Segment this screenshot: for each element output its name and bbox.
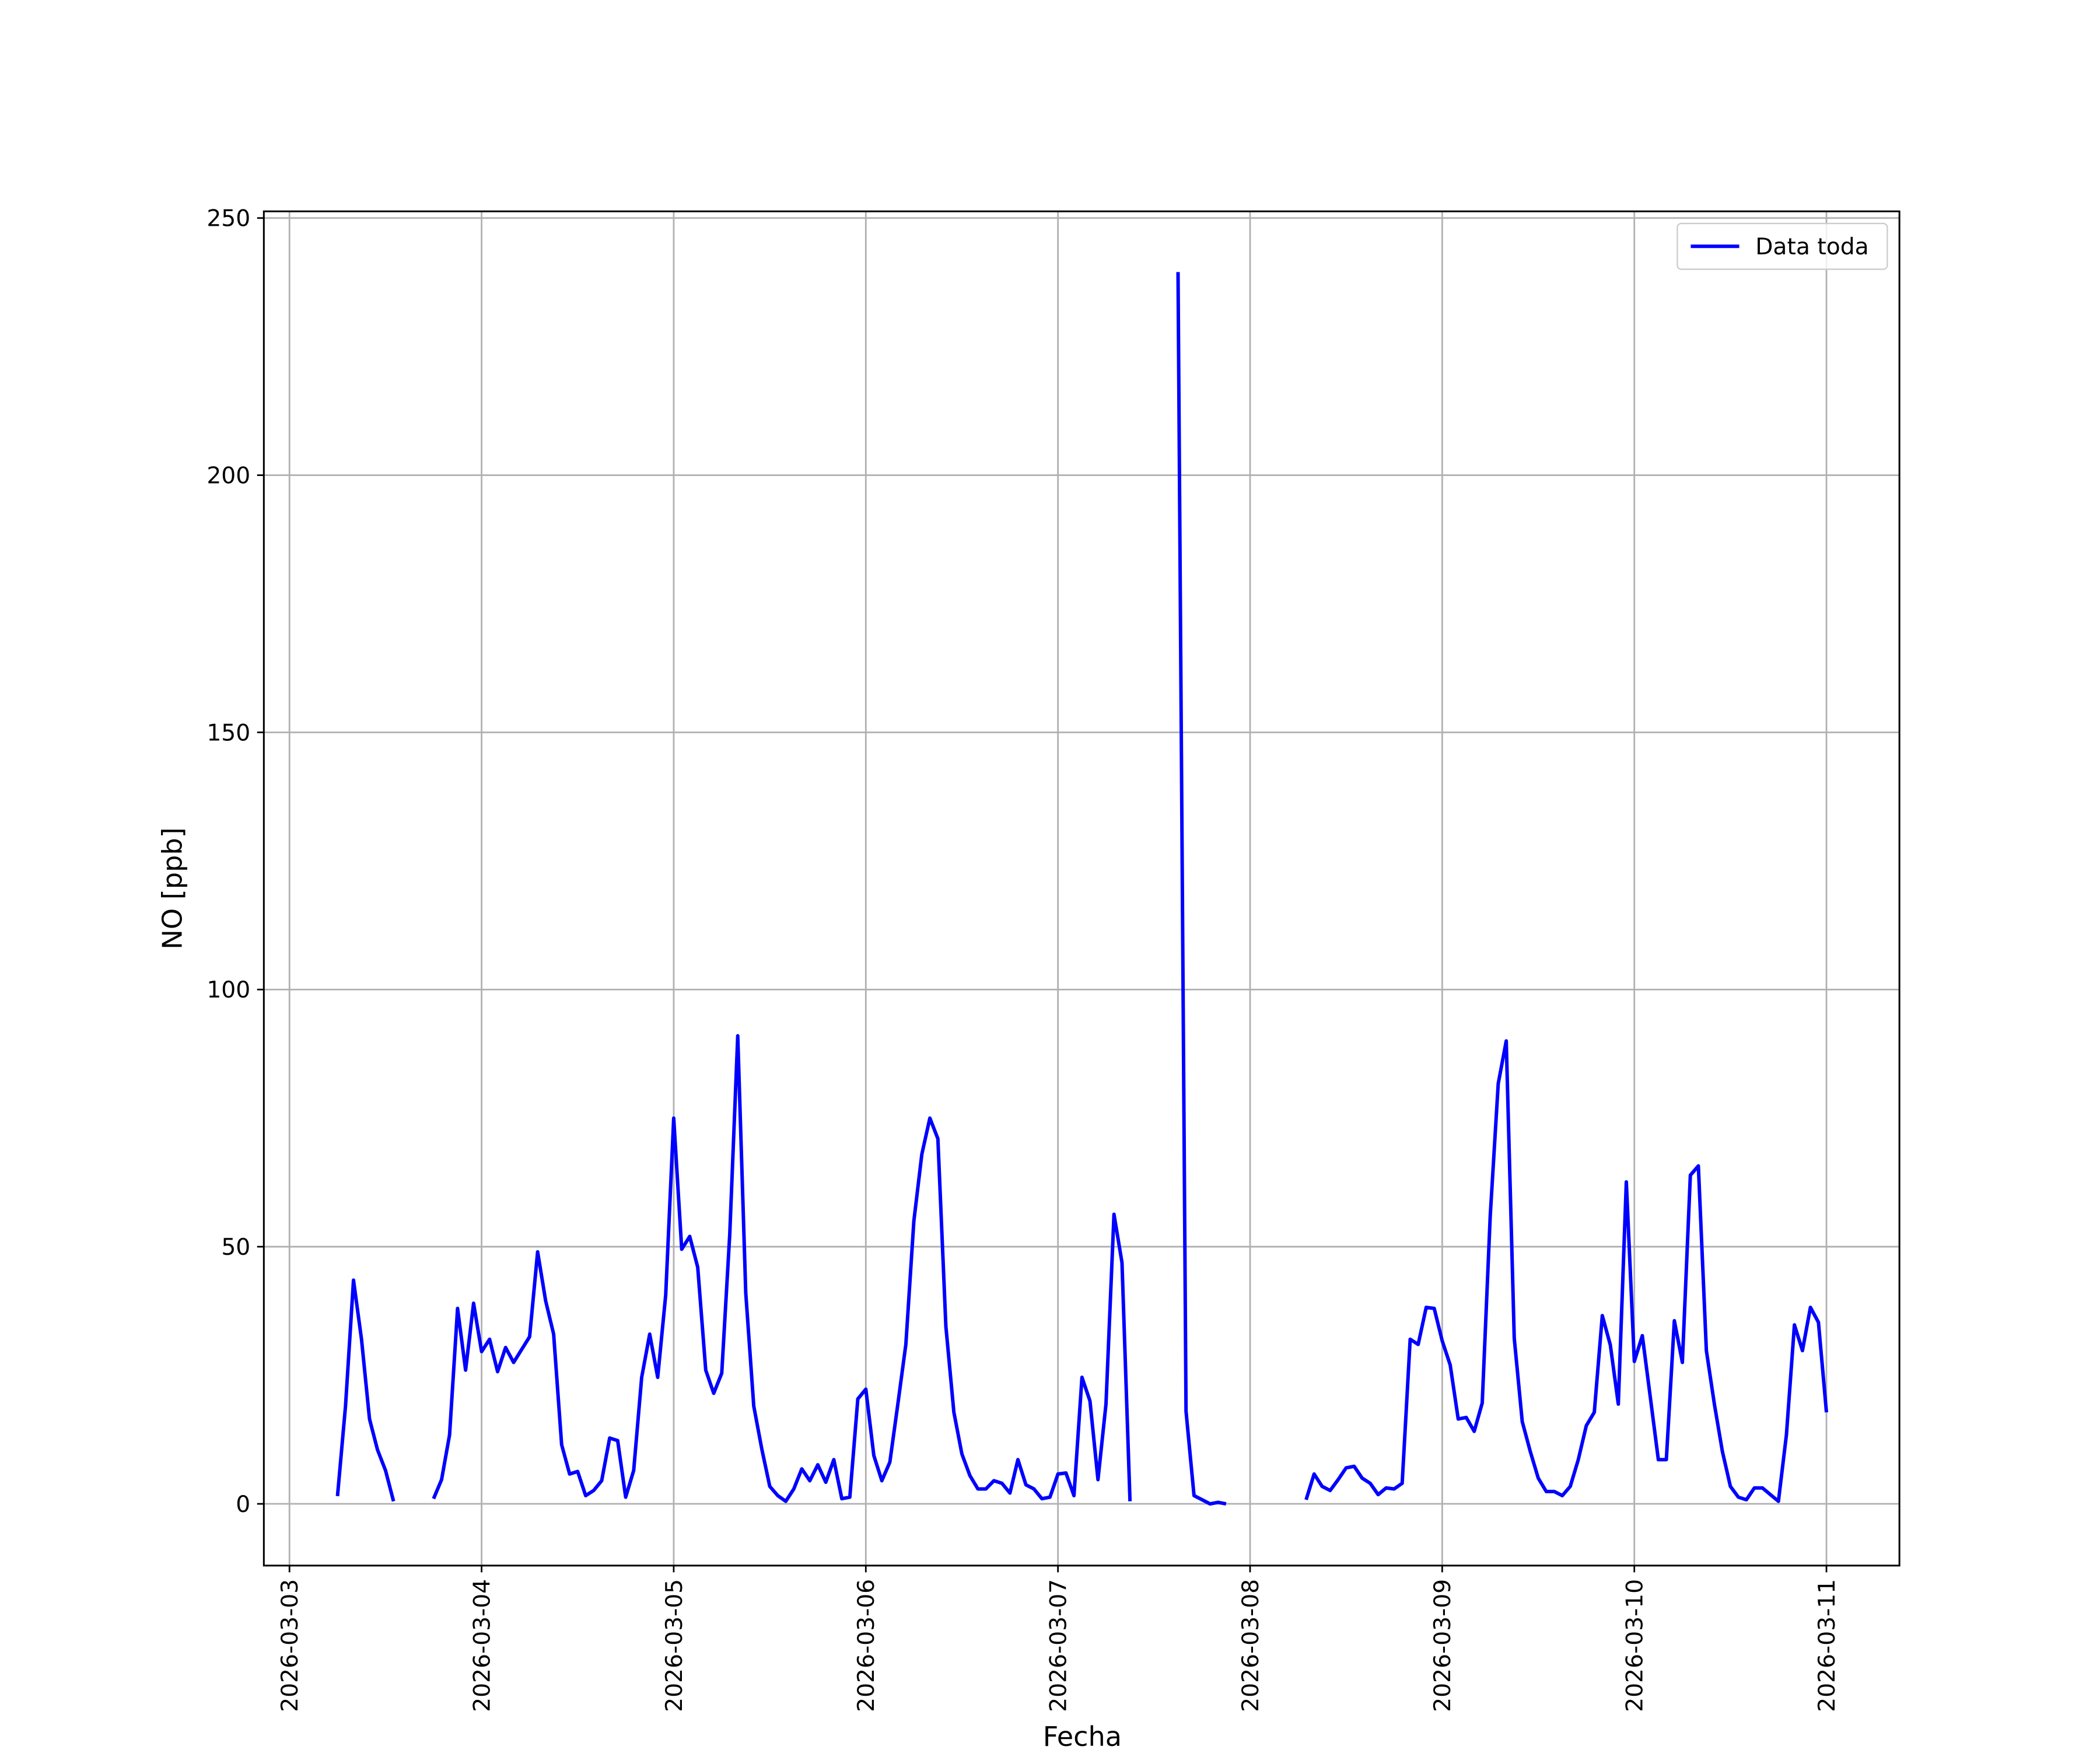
y-axis-label: NO [ppb]	[157, 827, 188, 949]
y-tick-label: 150	[206, 720, 250, 746]
x-axis-label: Fecha	[1043, 1721, 1122, 1750]
x-tick-label: 2026-03-09	[1430, 1579, 1456, 1712]
data-line	[335, 272, 1829, 1506]
x-tick-label: 2026-03-11	[1814, 1579, 1840, 1712]
y-tick-label: 200	[206, 463, 250, 489]
x-tick-label: 2026-03-03	[277, 1579, 303, 1712]
y-tick-label: 250	[206, 206, 250, 232]
x-tick-label: 2026-03-04	[469, 1579, 495, 1712]
y-tick-label: 0	[236, 1492, 250, 1518]
legend-label: Data toda	[1755, 234, 1868, 260]
y-tick-label: 100	[206, 977, 250, 1003]
legend: Data toda	[1676, 222, 1888, 270]
y-tick-label: 50	[221, 1234, 250, 1261]
x-tick-label: 2026-03-06	[853, 1579, 880, 1712]
legend-box	[1676, 222, 1888, 270]
x-tick-label: 2026-03-05	[662, 1579, 688, 1712]
x-tick-label: 2026-03-08	[1238, 1579, 1264, 1712]
x-tick-label: 2026-03-07	[1045, 1579, 1072, 1712]
plot-frame	[262, 210, 1901, 1567]
x-tick-label: 2026-03-10	[1622, 1579, 1648, 1712]
